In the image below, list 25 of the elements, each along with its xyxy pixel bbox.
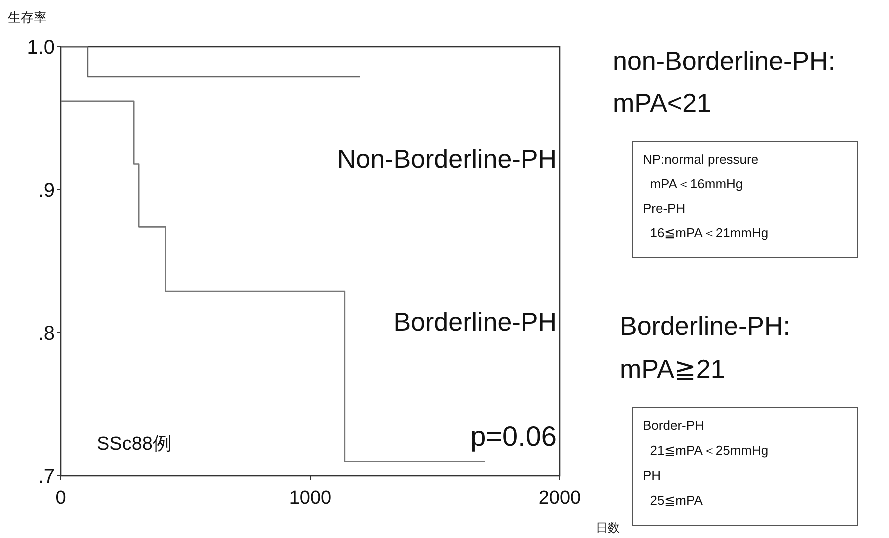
annotation: Borderline-PH: [620,311,791,341]
ytick: .8 [38,323,55,345]
xtick: 0 [56,488,66,509]
xtick: 2000 [538,488,582,509]
annotation: NP:normal pressure [643,152,759,167]
annotation: p=0.06 [470,421,557,452]
annotation: mPA<21 [613,88,712,118]
annotation: 21≦mPA＜25mmHg [650,443,769,458]
ytick: .7 [38,466,55,488]
annotation: SSc88例 [97,434,172,455]
ylabel: 生存率 [8,10,47,25]
series-label: Non-Borderline-PH [337,144,557,174]
annotation: 25≦mPA [650,493,703,508]
ytick: 1.0 [27,37,55,59]
annotation: mPA＜16mmHg [650,176,744,192]
annotation: Border-PH [643,418,704,433]
ytick: .9 [38,180,55,202]
annotation: non-Borderline-PH: [613,46,836,76]
xtick: 1000 [289,488,332,509]
xlabel: 日数 [596,521,620,535]
annotation: 16≦mPA＜21mmHg [650,226,769,240]
annotation: Pre-PH [643,201,686,216]
series-label: Borderline-PH [394,307,557,337]
annotation: PH [643,468,662,483]
annotation: mPA≧21 [620,354,726,384]
